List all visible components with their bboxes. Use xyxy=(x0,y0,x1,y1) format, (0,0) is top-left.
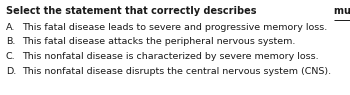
Text: This nonfatal disease disrupts the central nervous system (CNS).: This nonfatal disease disrupts the centr… xyxy=(22,66,331,76)
Text: This fatal disease leads to severe and progressive memory loss.: This fatal disease leads to severe and p… xyxy=(22,23,327,32)
Text: This fatal disease attacks the peripheral nervous system.: This fatal disease attacks the periphera… xyxy=(22,38,295,46)
Text: This nonfatal disease is characterized by severe memory loss.: This nonfatal disease is characterized b… xyxy=(22,52,318,61)
Text: A.: A. xyxy=(6,23,15,32)
Text: B.: B. xyxy=(6,38,15,46)
Text: Select the statement that correctly describes: Select the statement that correctly desc… xyxy=(6,6,260,16)
Text: multiple sclerosis: multiple sclerosis xyxy=(334,6,350,16)
Text: D.: D. xyxy=(6,66,16,76)
Text: C.: C. xyxy=(6,52,16,61)
